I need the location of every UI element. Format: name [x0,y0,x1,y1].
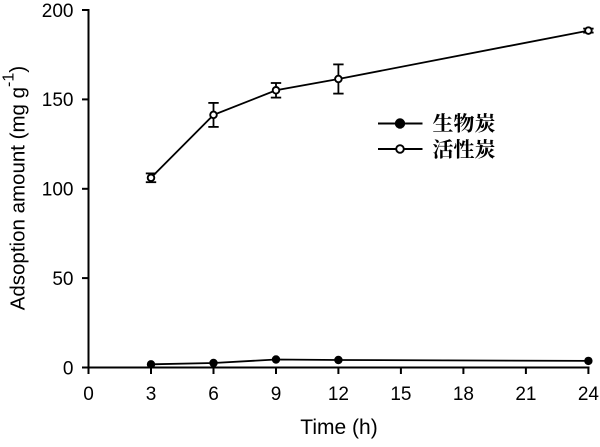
svg-text:3: 3 [146,384,157,405]
svg-text:12: 12 [328,384,349,405]
svg-text:200: 200 [42,1,74,22]
svg-text:21: 21 [515,384,536,405]
svg-text:9: 9 [271,384,282,405]
svg-text:0: 0 [83,384,94,405]
svg-text:0: 0 [63,358,74,379]
svg-text:15: 15 [390,384,411,405]
svg-text:50: 50 [52,269,73,290]
svg-text:18: 18 [453,384,474,405]
svg-text:24: 24 [578,384,600,405]
svg-text:6: 6 [208,384,219,405]
svg-text:100: 100 [42,180,74,201]
svg-text:150: 150 [42,90,74,111]
svg-text:Time (h): Time (h) [300,416,377,439]
